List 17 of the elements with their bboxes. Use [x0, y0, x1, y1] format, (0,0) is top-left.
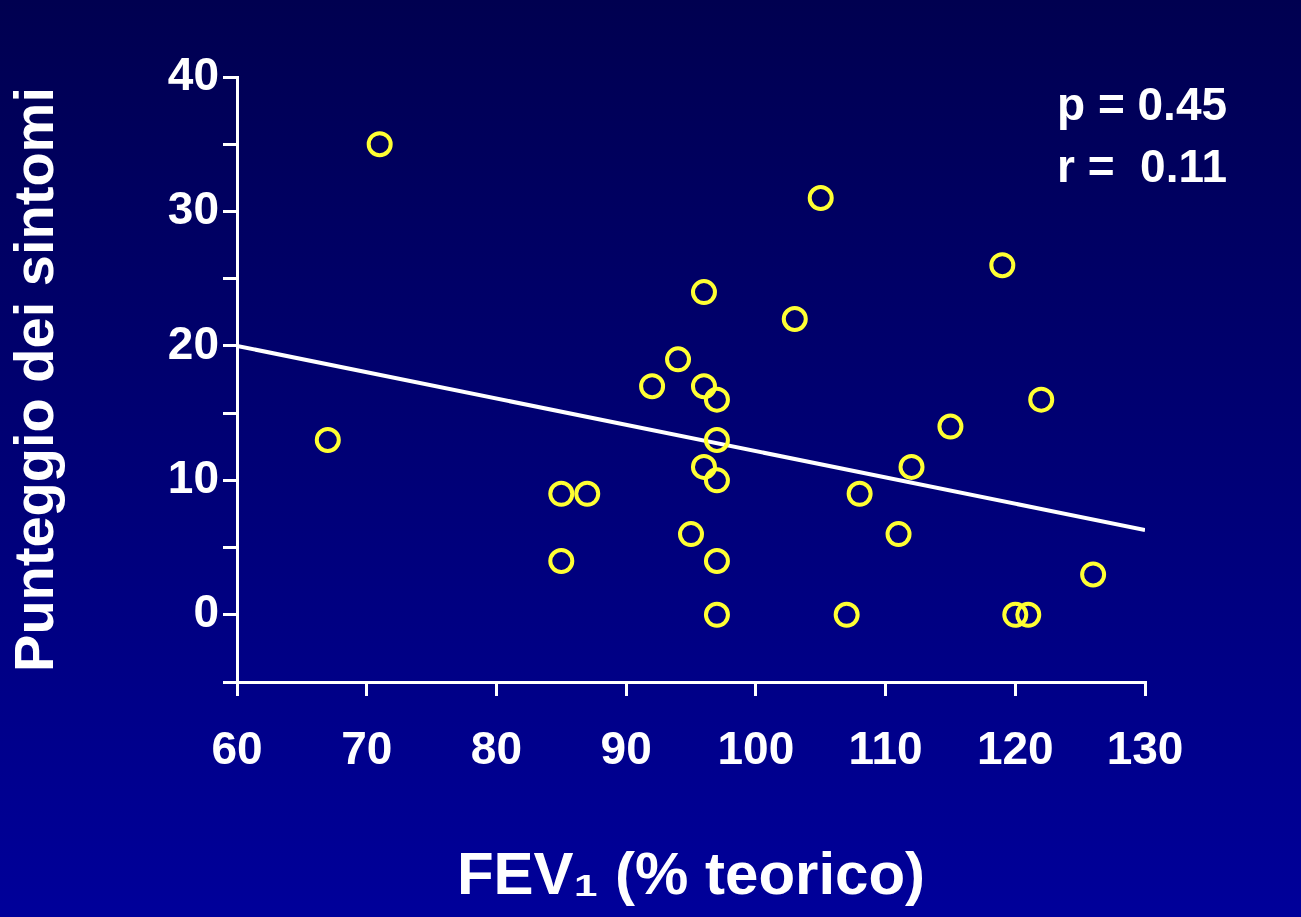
y-tick-label: 40 — [167, 47, 219, 100]
annotation: p = 0.45 — [1057, 77, 1228, 130]
x-axis-title: FEV₁ (% teorico) — [456, 839, 926, 907]
x-tick-label: 130 — [1106, 722, 1184, 775]
x-tick-label: 80 — [470, 722, 523, 775]
x-tick-label: 100 — [717, 722, 795, 775]
annotation: r = 0.11 — [1057, 139, 1228, 192]
x-tick-label: 90 — [600, 722, 652, 775]
y-tick-label: 0 — [193, 585, 219, 638]
x-tick-label: 120 — [976, 722, 1054, 775]
y-tick-label: 30 — [167, 182, 219, 235]
y-tick-label: 20 — [167, 316, 219, 369]
x-tick-label: 70 — [341, 722, 393, 775]
y-tick-label: 10 — [167, 451, 219, 504]
y-axis-title: Punteggio dei sintomi — [2, 87, 66, 672]
x-tick-label: 60 — [211, 722, 263, 775]
x-tick-label: 110 — [848, 722, 923, 775]
